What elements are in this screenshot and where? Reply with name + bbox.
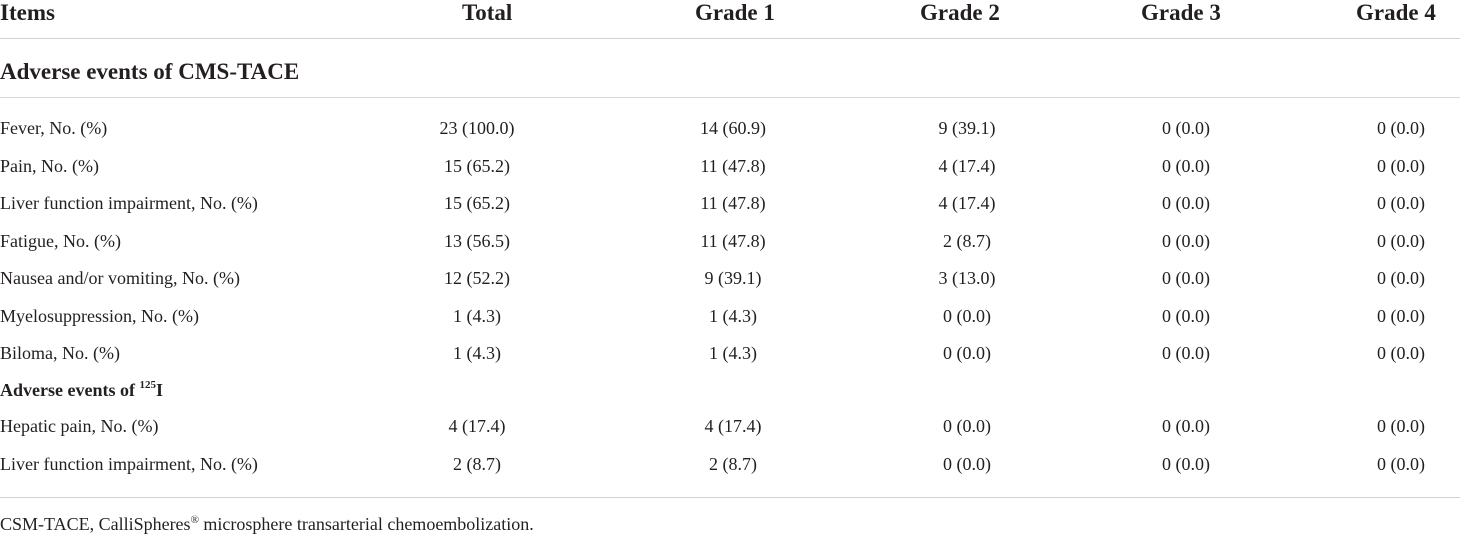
item-label: Hepatic pain, No. (%) <box>0 416 159 436</box>
grade-4-cell: 0 (0.0) <box>1377 268 1425 288</box>
total-cell: 2 (8.7) <box>453 453 501 474</box>
table-row: Liver function impairment, No. (%) 15 (65… <box>0 191 1460 221</box>
total-cell: 1 (4.3) <box>453 305 501 326</box>
grade-2-cell: 0 (0.0) <box>943 416 991 436</box>
table-row: Nausea and/or vomiting, No. (%) 12 (52.2)… <box>0 266 1460 296</box>
grade-1-cell: 2 (8.7) <box>709 453 757 474</box>
header-grade-4: Grade 4 <box>1356 0 1436 25</box>
header-divider <box>0 38 1460 39</box>
grade-4-cell: 0 (0.0) <box>1377 155 1425 176</box>
grade-3-cell: 0 (0.0) <box>1162 416 1210 436</box>
grade-4-cell: 0 (0.0) <box>1377 118 1425 138</box>
grade-2-cell: 0 (0.0) <box>943 305 991 326</box>
grade-1-cell: 14 (60.9) <box>700 118 766 138</box>
grade-1-cell: 1 (4.3) <box>709 305 757 326</box>
footnote-registered-mark: ® <box>190 514 199 526</box>
table-row: Hepatic pain, No. (%) 4 (17.4) 4 (17.4) 0 (… <box>0 414 1460 444</box>
total-cell: 12 (52.2) <box>444 268 510 288</box>
total-cell: 13 (56.5) <box>444 230 510 251</box>
section2-title-suffix: I <box>155 380 163 400</box>
header-grade-1: Grade 1 <box>695 0 775 25</box>
grade-2-cell: 0 (0.0) <box>943 343 991 363</box>
grade-3-cell: 0 (0.0) <box>1162 268 1210 288</box>
grade-4-cell: 0 (0.0) <box>1377 453 1425 474</box>
grade-2-cell: 3 (13.0) <box>938 268 996 288</box>
section2-title-prefix: Adverse events of <box>0 380 140 400</box>
grade-3-cell: 0 (0.0) <box>1162 118 1210 138</box>
grade-2-cell: 4 (17.4) <box>938 155 996 176</box>
item-label: Nausea and/or vomiting, No. (%) <box>0 268 240 288</box>
grade-3-cell: 0 (0.0) <box>1162 193 1210 213</box>
footnote-suffix: microsphere transarterial chemoembolizat… <box>198 514 534 534</box>
header-total: Total <box>462 0 513 25</box>
grade-4-cell: 0 (0.0) <box>1377 230 1425 251</box>
table-header-row: Items Total Grade 1 Grade 2 Grade 3 Grad… <box>0 0 1460 38</box>
item-label: Liver function impairment, No. (%) <box>0 193 258 213</box>
grade-2-cell: 2 (8.7) <box>943 230 991 251</box>
grade-3-cell: 0 (0.0) <box>1162 155 1210 176</box>
item-label: Liver function impairment, No. (%) <box>0 453 258 474</box>
grade-3-cell: 0 (0.0) <box>1162 343 1210 363</box>
table-row: Pain, No. (%) 15 (65.2) 11 (47.8) 4 (17.4) 0… <box>0 154 1460 184</box>
section-divider <box>0 97 1460 98</box>
grade-1-cell: 1 (4.3) <box>709 343 757 363</box>
item-label: Fatigue, No. (%) <box>0 230 121 251</box>
total-cell: 4 (17.4) <box>448 416 506 436</box>
total-cell: 15 (65.2) <box>444 193 510 213</box>
footnote-prefix: CSM-TACE, CalliSpheres <box>0 514 191 534</box>
grade-1-cell: 11 (47.8) <box>700 230 766 251</box>
grade-1-cell: 11 (47.8) <box>700 193 766 213</box>
table-row: Fatigue, No. (%) 13 (56.5) 11 (47.8) 2 (8.7… <box>0 229 1460 259</box>
header-grade-2: Grade 2 <box>920 0 1000 25</box>
grade-1-cell: 11 (47.8) <box>700 155 766 176</box>
grade-3-cell: 0 (0.0) <box>1162 230 1210 251</box>
grade-4-cell: 0 (0.0) <box>1377 343 1425 363</box>
item-label: Pain, No. (%) <box>0 155 99 176</box>
grade-1-cell: 4 (17.4) <box>704 416 762 436</box>
grade-2-cell: 4 (17.4) <box>938 193 996 213</box>
item-label: Fever, No. (%) <box>0 118 108 138</box>
grade-3-cell: 0 (0.0) <box>1162 453 1210 474</box>
table-row: Liver function impairment, No. (%) 2 (8.7… <box>0 452 1460 482</box>
item-label: Biloma, No. (%) <box>0 343 120 363</box>
table-row: Biloma, No. (%) 1 (4.3) 1 (4.3) 0 (0.0) 0 (0… <box>0 341 1460 371</box>
grade-4-cell: 0 (0.0) <box>1377 305 1425 326</box>
grade-4-cell: 0 (0.0) <box>1377 193 1425 213</box>
table-row: Fever, No. (%) 23 (100.0) 14 (60.9) 9 (39.1… <box>0 116 1460 146</box>
grade-1-cell: 9 (39.1) <box>704 268 762 288</box>
grade-3-cell: 0 (0.0) <box>1162 305 1210 326</box>
item-label: Myelosuppression, No. (%) <box>0 305 199 326</box>
total-cell: 15 (65.2) <box>444 155 510 176</box>
grade-2-cell: 9 (39.1) <box>938 118 996 138</box>
header-grade-3: Grade 3 <box>1141 0 1221 25</box>
table-footnote: CSM-TACE, CalliSpheres® microsphere tran… <box>0 508 534 536</box>
section2-title-sup: 125 <box>139 379 156 391</box>
grade-2-cell: 0 (0.0) <box>943 453 991 474</box>
grade-4-cell: 0 (0.0) <box>1377 416 1425 436</box>
section-title-125i: Adverse events of 125I <box>0 374 163 402</box>
total-cell: 1 (4.3) <box>453 343 501 363</box>
header-items: Items <box>0 0 55 25</box>
table-row: Myelosuppression, No. (%) 1 (4.3) 1 (4.3) 0… <box>0 304 1460 334</box>
total-cell: 23 (100.0) <box>439 118 515 138</box>
table-bottom-rule <box>0 497 1460 498</box>
section-title-cms-tace: Adverse events of CMS-TACE <box>0 59 300 84</box>
